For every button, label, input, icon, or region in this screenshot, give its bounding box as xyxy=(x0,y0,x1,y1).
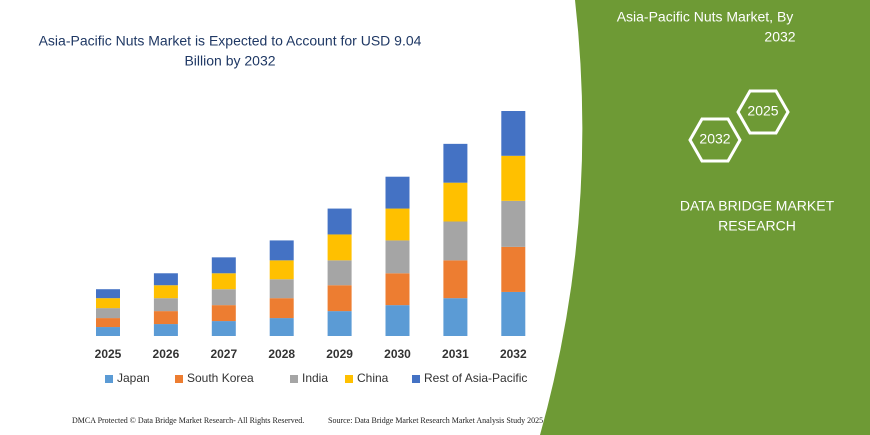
x-tick-label: 2029 xyxy=(326,347,353,361)
hexagon xyxy=(688,117,742,163)
bar-segment xyxy=(327,311,352,336)
bar-segment xyxy=(501,111,526,156)
bar-segment xyxy=(385,208,410,241)
legend-swatch xyxy=(175,375,183,383)
bar-segment xyxy=(211,273,236,290)
bar-segment xyxy=(385,240,410,274)
bar-segment xyxy=(211,305,236,322)
bar-segment xyxy=(269,298,294,319)
bar-segment xyxy=(443,260,468,299)
bar-segment xyxy=(327,260,352,286)
bar-segment xyxy=(211,321,236,336)
bar-segment xyxy=(153,285,178,299)
side-panel xyxy=(540,0,870,435)
bar-segment xyxy=(443,298,468,336)
bar-segment xyxy=(327,208,352,235)
bar-segment xyxy=(153,311,178,325)
x-tick-label: 2025 xyxy=(95,347,122,361)
legend-swatch xyxy=(412,375,420,383)
hexagon xyxy=(736,89,790,135)
hex-label: 2032 xyxy=(699,131,730,147)
bar-segment xyxy=(153,298,178,312)
x-tick-label: 2026 xyxy=(153,347,180,361)
legend-swatch xyxy=(345,375,353,383)
footer-right: Source: Data Bridge Market Research Mark… xyxy=(328,416,543,425)
x-tick-label: 2030 xyxy=(384,347,411,361)
brand: DATA BRIDGE MARKET xyxy=(680,198,835,214)
legend-label: Japan xyxy=(117,371,150,385)
bar-segment xyxy=(443,143,468,183)
x-tick-label: 2027 xyxy=(210,347,237,361)
bar-segment xyxy=(385,273,410,306)
bar-segment xyxy=(153,273,178,286)
bar-segment xyxy=(501,200,526,247)
bar-segment xyxy=(96,318,120,328)
bar-segment xyxy=(501,291,526,336)
bar-segment xyxy=(96,308,120,319)
bar-segment xyxy=(501,155,526,201)
panel-heading: Asia-Pacific Nuts Market, By xyxy=(617,9,794,25)
legend-label: China xyxy=(357,371,389,385)
bar-segment xyxy=(153,324,178,336)
bar-segment xyxy=(269,318,294,336)
chart-title: Asia-Pacific Nuts Market is Expected to … xyxy=(39,33,422,49)
bar-segment xyxy=(385,176,410,209)
bar-segment xyxy=(211,289,236,306)
bar-segment xyxy=(443,182,468,222)
hex-label: 2025 xyxy=(747,103,778,119)
panel-heading: 2032 xyxy=(764,29,795,45)
bar-segment xyxy=(269,260,294,280)
bar-segment xyxy=(96,289,120,299)
legend-label: South Korea xyxy=(187,371,254,385)
x-tick-label: 2031 xyxy=(442,347,469,361)
x-tick-label: 2028 xyxy=(268,347,295,361)
chart-title: Billion by 2032 xyxy=(184,53,275,69)
bar-segment xyxy=(443,221,468,261)
bar-segment xyxy=(501,246,526,292)
bar-segment xyxy=(269,240,294,261)
x-tick-label: 2032 xyxy=(500,347,527,361)
brand: RESEARCH xyxy=(718,218,796,234)
legend-label: India xyxy=(302,371,328,385)
bar-segment xyxy=(327,234,352,261)
legend-swatch xyxy=(290,375,298,383)
legend-swatch xyxy=(105,375,113,383)
bar-segment xyxy=(385,305,410,336)
bar-segment xyxy=(211,257,236,274)
bar-segment xyxy=(96,298,120,309)
footer-left: DMCA Protected © Data Bridge Market Rese… xyxy=(72,416,304,425)
bar-segment xyxy=(96,327,120,336)
bar-segment xyxy=(327,285,352,312)
legend-label: Rest of Asia-Pacific xyxy=(424,371,527,385)
bar-segment xyxy=(269,279,294,299)
